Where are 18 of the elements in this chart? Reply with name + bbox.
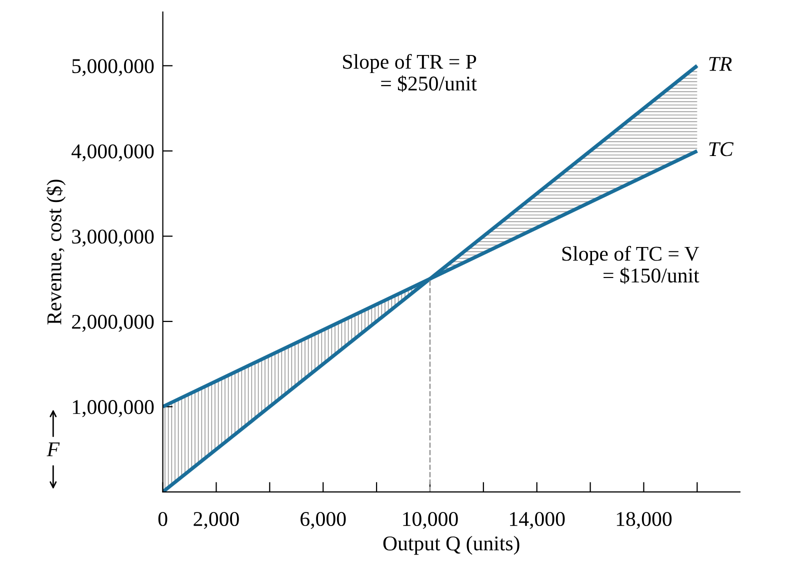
x-tick-label: 2,000	[194, 512, 239, 530]
y-tick-label: 3,000,000	[72, 230, 154, 247]
annotation: Slope of TC = V = $150/unit	[562, 246, 700, 284]
text: F	[46, 442, 60, 456]
x-tick-label: 0	[158, 512, 168, 526]
y-tick-label: 5,000,000	[72, 59, 154, 76]
y-tick-label: 2,000,000	[72, 314, 154, 332]
x-tick-label: 18,000	[616, 512, 672, 530]
x-tick-label: 10,000	[403, 512, 458, 530]
y-tick-label: 4,000,000	[72, 144, 154, 162]
series-label: TR	[709, 57, 732, 71]
x-tick-label: 6,000	[300, 512, 346, 530]
y-tick-label: 1,000,000	[72, 400, 154, 418]
annotation: Slope of TR = P = $250/unit	[343, 54, 477, 92]
series-label: TC	[709, 142, 734, 156]
y-axis-title: Revenue, cost ($)	[46, 180, 66, 325]
x-axis-title: Output Q (units)	[383, 536, 520, 555]
x-tick-label: 14,000	[510, 512, 565, 530]
